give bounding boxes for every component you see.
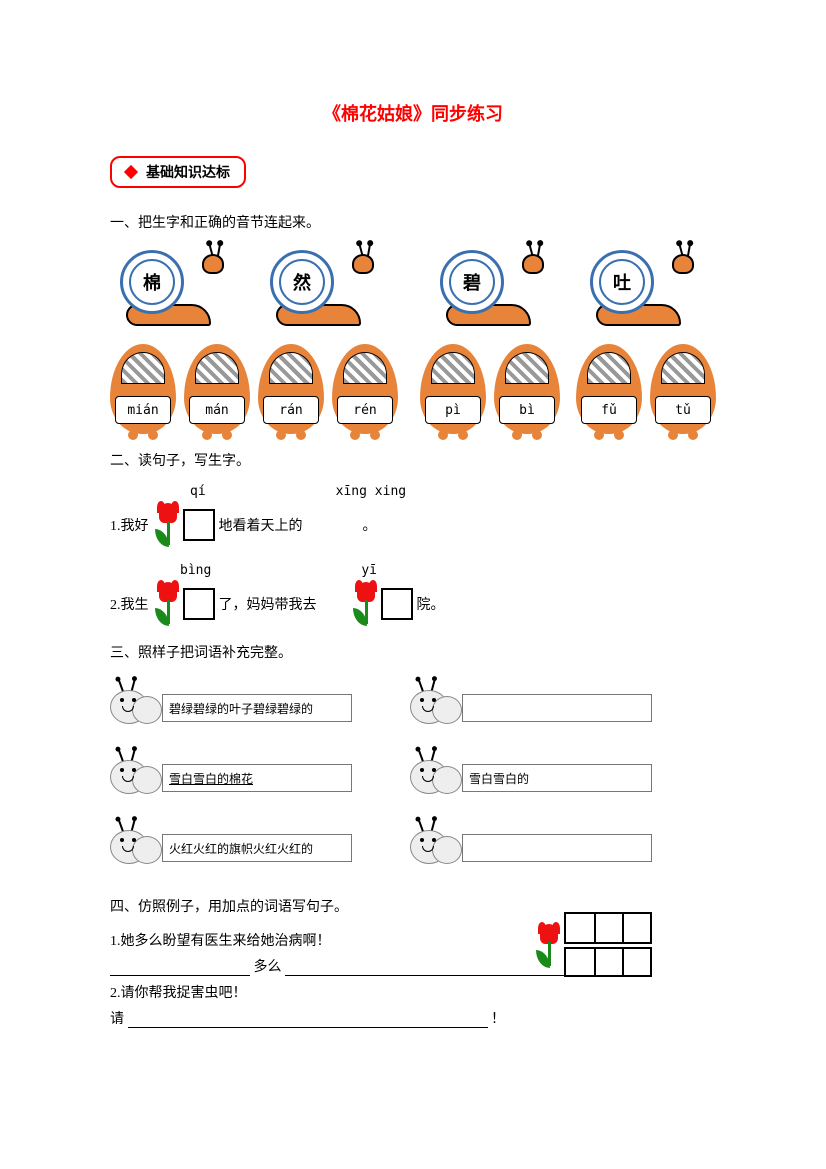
tulip-grid bbox=[351, 582, 413, 626]
blank[interactable] bbox=[128, 1012, 488, 1028]
pinyin: pì bbox=[425, 396, 481, 424]
example-sentence: 1.她多么盼望有医生来给她治病啊！ bbox=[110, 934, 331, 949]
snail-char: 然 bbox=[270, 250, 334, 314]
sentence-part: 1.我好 bbox=[110, 515, 149, 535]
example-sentence: 2.请你帮我捉害虫吧！ bbox=[110, 982, 716, 1002]
tulip-icon bbox=[153, 503, 183, 547]
pinyin: rén bbox=[337, 396, 393, 424]
worm-card: 火红火红的旗帜火红火红的 bbox=[110, 816, 370, 876]
tulip-icon bbox=[351, 582, 381, 626]
egg-item: rán bbox=[258, 344, 324, 434]
page-title: 《棉花姑娘》同步练习 bbox=[110, 100, 716, 126]
ex3-block: 碧绿碧绿的叶子碧绿碧绿的 雪白雪白的棉花 雪白雪白的 火红火红的旗帜火红火红的 bbox=[110, 676, 716, 876]
pinyin: bì bbox=[499, 396, 555, 424]
ex3-heading: 三、照样子把词语补充完整。 bbox=[110, 642, 716, 662]
worm-card bbox=[410, 676, 670, 736]
section-badge: 基础知识达标 bbox=[110, 156, 246, 188]
worm-card bbox=[410, 816, 670, 876]
worm-text: 火红火红的旗帜火红火红的 bbox=[162, 834, 352, 862]
blank[interactable] bbox=[110, 960, 250, 976]
pinyin-label: qí bbox=[190, 484, 206, 499]
pinyin: fǔ bbox=[581, 396, 637, 424]
worm-text: 雪白雪白的棉花 bbox=[162, 764, 352, 792]
snail-char: 碧 bbox=[440, 250, 504, 314]
pinyin: rán bbox=[263, 396, 319, 424]
punct: ！ bbox=[491, 1012, 505, 1027]
tulip-grid bbox=[153, 503, 215, 547]
egg-item: tǔ bbox=[650, 344, 716, 434]
egg-row: mián mán rán rén pì bì fǔ tǔ bbox=[110, 344, 716, 434]
tulip-grid bbox=[153, 582, 215, 626]
pinyin-label: bìng bbox=[180, 563, 211, 578]
snail-item: 棉 bbox=[120, 246, 230, 326]
sentence-part: 2.我生 bbox=[110, 594, 149, 614]
worm-text: 雪白雪白的 bbox=[462, 764, 652, 792]
pinyin: tǔ bbox=[655, 396, 711, 424]
sentence-part: 。 bbox=[363, 515, 377, 535]
worm-text bbox=[462, 694, 652, 722]
ex2-block: qí xīng xing 1.我好 地看着天上的 。 bìng yī 2.我生 … bbox=[110, 484, 716, 626]
blank[interactable] bbox=[285, 960, 585, 976]
egg-item: rén bbox=[332, 344, 398, 434]
sentence-part: 了，妈妈带我去 bbox=[219, 594, 317, 614]
worm-card: 雪白雪白的 bbox=[410, 746, 670, 806]
worm-card: 雪白雪白的棉花 bbox=[110, 746, 370, 806]
pinyin: mán bbox=[189, 396, 245, 424]
snail-char: 吐 bbox=[590, 250, 654, 314]
pinyin-label: yī bbox=[361, 563, 377, 578]
egg-item: fǔ bbox=[576, 344, 642, 434]
diamond-icon bbox=[124, 165, 138, 179]
worm-card: 碧绿碧绿的叶子碧绿碧绿的 bbox=[110, 676, 370, 736]
pinyin-label: xīng xing bbox=[336, 484, 406, 499]
keyword: 多么 bbox=[254, 960, 282, 975]
ex1-heading: 一、把生字和正确的音节连起来。 bbox=[110, 212, 716, 232]
snail-item: 吐 bbox=[590, 246, 700, 326]
egg-item: bì bbox=[494, 344, 560, 434]
egg-item: pì bbox=[420, 344, 486, 434]
ex2-heading: 二、读句子，写生字。 bbox=[110, 450, 716, 470]
sentence-part: 地看着天上的 bbox=[219, 515, 303, 535]
section-badge-label: 基础知识达标 bbox=[146, 162, 230, 182]
tulip-icon bbox=[153, 582, 183, 626]
worm-text: 碧绿碧绿的叶子碧绿碧绿的 bbox=[162, 694, 352, 722]
ex4-block: 四、仿照例子，用加点的词语写句子。 1.她多么盼望有医生来给她治病啊！ 多么 2… bbox=[110, 896, 716, 1028]
snail-row: 棉 然 碧 吐 bbox=[110, 246, 716, 326]
pinyin: mián bbox=[115, 396, 171, 424]
egg-item: mián bbox=[110, 344, 176, 434]
snail-item: 然 bbox=[270, 246, 380, 326]
snail-char: 棉 bbox=[120, 250, 184, 314]
egg-item: mán bbox=[184, 344, 250, 434]
keyword: 请 bbox=[110, 1012, 124, 1027]
sentence-part: 院。 bbox=[417, 594, 445, 614]
worm-text bbox=[462, 834, 652, 862]
snail-item: 碧 bbox=[440, 246, 550, 326]
